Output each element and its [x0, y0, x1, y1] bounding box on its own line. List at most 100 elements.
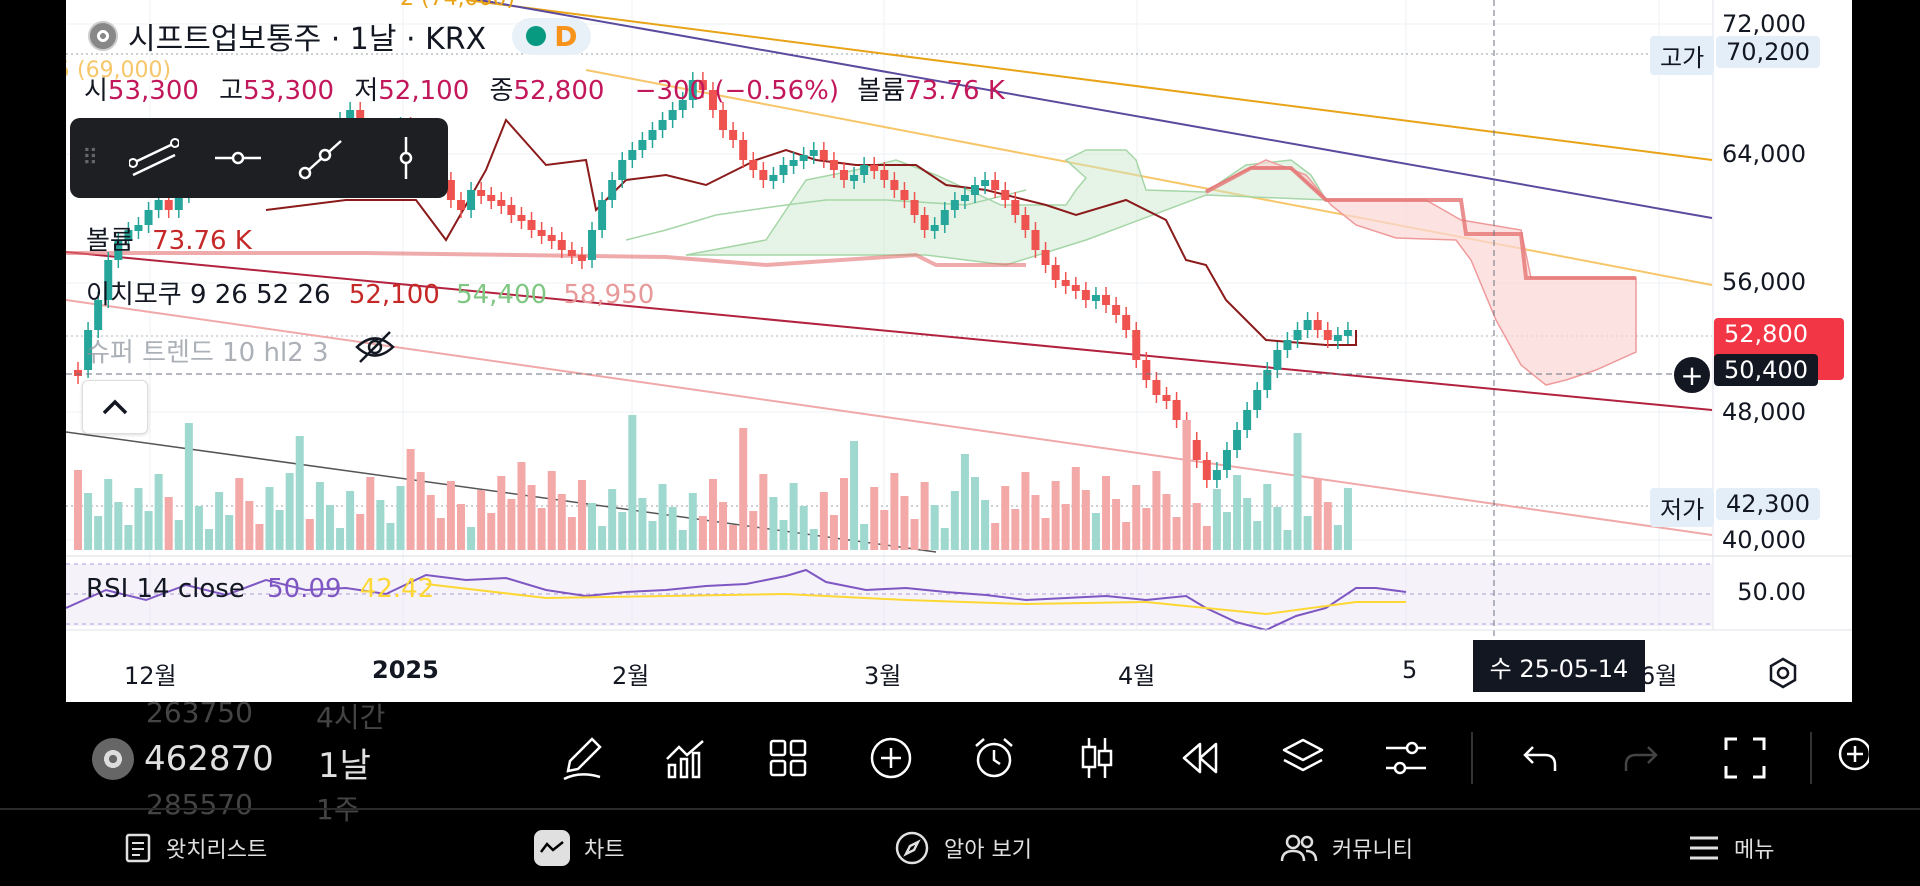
volume-bar [799, 506, 808, 550]
volume-bar [376, 500, 385, 550]
volume-bar [537, 508, 546, 550]
nav-community-label: 커뮤니티 [1332, 838, 1413, 863]
volume-bar [497, 476, 506, 550]
low-price-tag-value: 42,300 [1716, 488, 1820, 520]
volume-bar [215, 492, 224, 550]
current-symbol[interactable]: 462870 [92, 738, 274, 780]
add-plus-icon[interactable] [839, 728, 942, 788]
chart-canvas[interactable] [66, 0, 1852, 702]
compass-icon [895, 831, 929, 865]
volume-bar [1172, 517, 1181, 550]
replay-rewind-icon[interactable] [1148, 728, 1251, 788]
prev-interval[interactable]: 4시간 [316, 701, 386, 734]
candlestick-icon[interactable] [1045, 728, 1148, 788]
symbol-picker[interactable]: 263750 4시간 462870 1날 285570 1주 [92, 696, 402, 826]
drawing-pencil-icon[interactable] [530, 728, 633, 788]
nav-menu[interactable]: 메뉴 [1688, 832, 1774, 864]
volume-bar [315, 482, 324, 550]
add-alert-plus-icon[interactable]: + [1672, 355, 1712, 395]
layout-grid-icon[interactable] [736, 728, 839, 788]
candle-body [688, 80, 697, 100]
redo-icon[interactable] [1590, 728, 1693, 788]
add-chart-icon[interactable] [1826, 728, 1876, 788]
candle-body [739, 140, 748, 160]
hidden-eye-icon[interactable] [354, 330, 396, 368]
volume-bar [507, 499, 516, 550]
collapse-legend-button[interactable] [82, 380, 148, 434]
candle-body [1243, 410, 1252, 430]
volume-bar [789, 483, 798, 550]
candle-body [84, 330, 93, 370]
indicators-icon[interactable] [633, 728, 736, 788]
alarm-clock-icon[interactable] [942, 728, 1045, 788]
nav-community[interactable]: 커뮤니티 [1280, 832, 1413, 864]
volume-bar [1041, 518, 1050, 550]
volume-bar [446, 481, 455, 550]
candle-body [1132, 330, 1141, 360]
volume-bar [759, 474, 768, 550]
candle-body [910, 200, 919, 215]
chart-settings-icon[interactable] [1766, 656, 1800, 694]
rsi-legend[interactable]: RSI 14 close 50.09 42.42 [86, 574, 434, 604]
time-tick-feb: 2월 [612, 662, 650, 690]
market-status-pill[interactable]: D [512, 17, 592, 55]
supertrend-legend[interactable]: 슈퍼 트렌드 10 hl2 3 [86, 332, 329, 369]
volume-bar [426, 495, 435, 550]
settings-sliders-icon[interactable] [1354, 728, 1457, 788]
high-price-tag-value: 70,200 [1716, 36, 1820, 68]
nav-explore[interactable]: 알아 보기 [894, 830, 1032, 866]
volume-bar [1051, 481, 1060, 550]
candle-body [104, 260, 113, 300]
undo-icon[interactable] [1487, 728, 1590, 788]
rsi-ma-value: 42.42 [359, 574, 435, 604]
candle-body [154, 200, 163, 210]
next-symbol-code[interactable]: 285570 [146, 788, 253, 821]
volume-bar [205, 529, 214, 550]
chart-title[interactable]: 시프트업보통주 · 1날 · KRX D [88, 14, 592, 58]
volume-bar [1152, 471, 1161, 550]
symbol-logo-icon [92, 738, 134, 780]
candle-body [134, 225, 143, 231]
candle-body [1233, 430, 1242, 450]
time-tick-dec: 12월 [124, 662, 177, 690]
prev-symbol-code[interactable]: 263750 [146, 696, 253, 729]
candle-body [900, 190, 909, 200]
drawing-toolbar[interactable]: ⠿ [70, 118, 448, 198]
candle-body [547, 235, 556, 241]
volume-bar [265, 487, 274, 550]
ichimoku-legend[interactable]: 이치모쿠 9 26 52 26 52,100 54,400 58,950 [86, 274, 654, 311]
volume-bar [1112, 499, 1121, 550]
vertical-line-tool-icon[interactable] [364, 118, 448, 198]
current-interval[interactable]: 1날 [318, 746, 371, 786]
candle-body [1263, 370, 1272, 390]
toolbar-divider [1471, 732, 1473, 784]
nav-chart[interactable]: 차트 [534, 830, 624, 866]
trend-line-tool-icon[interactable] [280, 118, 364, 198]
rsi-label: RSI 14 close [86, 574, 245, 604]
parallel-channel-tool-icon[interactable] [112, 118, 196, 198]
chart-panel[interactable]: 2 (74,000) 5 (69,000) 시프트업보통주 · 1날 · KRX… [66, 0, 1852, 702]
volume-bar [396, 486, 405, 550]
volume-bar [275, 510, 284, 550]
candle-body [567, 250, 576, 256]
volume-bar [1011, 509, 1020, 550]
horizontal-line-tool-icon[interactable] [196, 118, 280, 198]
nav-watchlist[interactable]: 왓치리스트 [124, 832, 267, 864]
fullscreen-icon[interactable] [1693, 728, 1796, 788]
volume-bar [477, 490, 486, 550]
candle-body [598, 200, 607, 230]
layers-icon[interactable] [1251, 728, 1354, 788]
volume-bar [184, 423, 193, 550]
high-label: 고 [219, 76, 244, 106]
drag-handle-icon[interactable]: ⠿ [82, 145, 99, 171]
candle-body [1152, 380, 1161, 395]
ichimoku-value-2: 54,400 [456, 280, 548, 310]
volume-bar [588, 503, 597, 550]
volume-bar [406, 449, 415, 550]
volume-bar [860, 524, 869, 550]
volume-legend[interactable]: 볼륨 73.76 K [86, 220, 252, 257]
open-label: 시 [84, 76, 108, 106]
candle-body [749, 160, 758, 170]
volume-indicator-label: 볼륨 [86, 226, 134, 256]
price-tick-2: 64,000 [1722, 140, 1806, 168]
